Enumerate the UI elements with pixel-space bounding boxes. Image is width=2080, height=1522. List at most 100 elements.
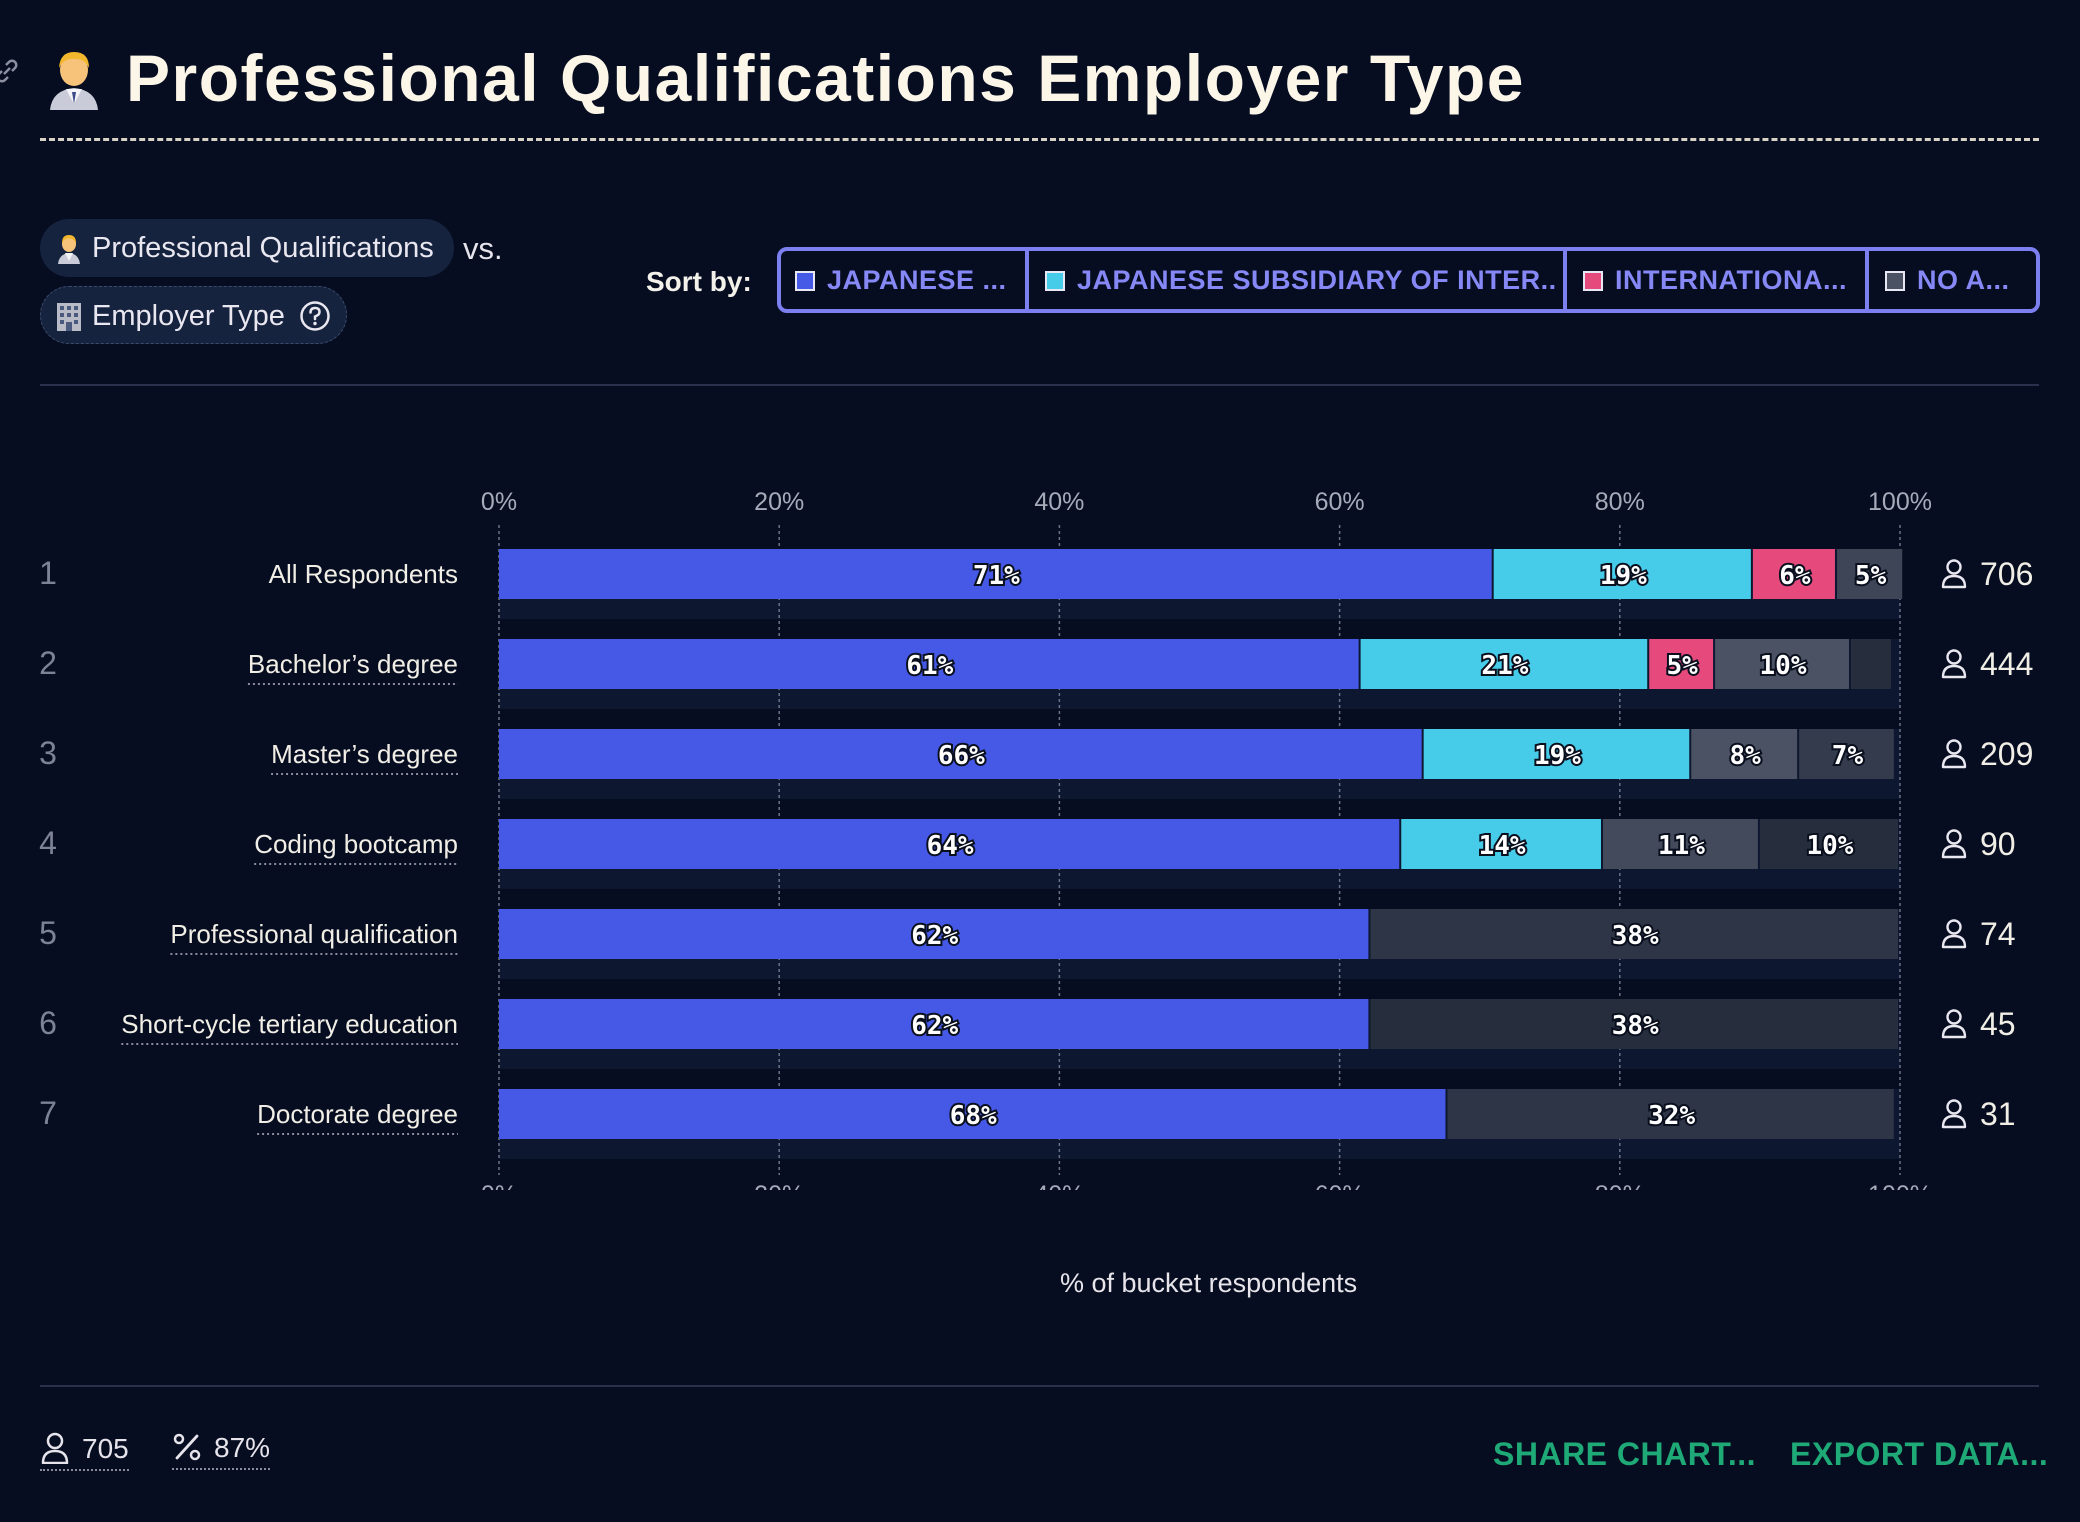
rank-number: 3 (39, 735, 57, 771)
bar-segment (1691, 729, 1798, 779)
person-icon (41, 1432, 69, 1465)
person-icon (1941, 1009, 1967, 1039)
color-swatch (795, 271, 815, 291)
sort-by-label: Sort by: (646, 266, 752, 297)
bar-segment (1447, 1089, 1894, 1139)
x-tick-label-top: 100% (1868, 488, 1932, 516)
bar-segment (1850, 639, 1891, 689)
x-tick-label-bottom: 60% (1315, 1181, 1365, 1190)
percent-icon (173, 1433, 201, 1461)
bar-segment (1799, 729, 1894, 779)
data-label: 62% (911, 1011, 958, 1041)
share-chart-button[interactable]: SHARE CHART... (1493, 1436, 1757, 1472)
sort-option-no-answer[interactable]: NO A... (1885, 251, 2025, 309)
data-label: 6% (1779, 561, 1811, 591)
respondent-count: 74 (1980, 916, 2016, 952)
vs-text: vs. (463, 231, 503, 266)
color-swatch (1583, 271, 1603, 291)
bar-segment (499, 909, 1369, 959)
x-tick-label-top: 60% (1315, 488, 1365, 516)
secondary-filter-pill[interactable]: Employer Type (40, 286, 347, 344)
respondent-count: 90 (1980, 826, 2016, 862)
category-label: Coding bootcamp (254, 829, 458, 859)
page-title: Professional Qualifications Employer Typ… (126, 41, 1525, 115)
link-icon[interactable] (0, 58, 20, 84)
respondent-count: 444 (1980, 646, 2033, 682)
bar-segment (499, 819, 1400, 869)
stacked-bar-chart: 0% 0% 20% 20% 40% 40% 60% 60% 80% 80% 100% 100% 1 All… (39, 488, 2033, 1190)
bar-segment (499, 549, 1492, 599)
bar-segment (499, 639, 1359, 689)
rank-number: 1 (39, 555, 57, 591)
data-label: 19% (1600, 561, 1647, 591)
x-tick-label-top: 40% (1034, 488, 1084, 516)
data-label: 11% (1658, 831, 1705, 861)
person-icon (1941, 649, 1967, 679)
category-label: Bachelor’s degree (248, 649, 458, 679)
person-in-suit-icon (58, 235, 80, 264)
bar-segment (1370, 999, 1898, 1049)
data-label: 66% (938, 741, 985, 771)
bar-segment (1602, 819, 1758, 869)
bar-segment (1649, 639, 1714, 689)
data-label: 14% (1479, 831, 1526, 861)
divider (1865, 251, 1869, 309)
sort-option-japanese[interactable]: JAPANESE ... (795, 251, 1021, 309)
data-label: 21% (1481, 651, 1528, 681)
data-label: 7% (1832, 741, 1864, 771)
category-label: Master’s degree (271, 739, 458, 769)
bar-segment (1759, 819, 1898, 869)
data-label: 68% (950, 1101, 997, 1131)
divider (1025, 251, 1029, 309)
person-icon (1941, 919, 1967, 949)
person-icon (1941, 1099, 1967, 1129)
data-label: 8% (1730, 741, 1762, 771)
category-label: Doctorate degree (257, 1099, 458, 1129)
data-label: 61% (906, 651, 953, 681)
sort-options: JAPANESE ... JAPANESE SUBSIDIARY OF INTE… (777, 247, 2040, 313)
respondent-count: 209 (1980, 736, 2033, 772)
color-swatch (1045, 271, 1065, 291)
x-tick-label-bottom: 0% (481, 1181, 517, 1190)
sort-option-label: JAPANESE ... (827, 265, 1007, 295)
sort-option-international[interactable]: INTERNATIONA... (1583, 251, 1867, 309)
help-icon[interactable] (299, 300, 331, 332)
data-label: 10% (1760, 651, 1807, 681)
category-label: All Respondents (269, 559, 458, 589)
x-tick-label-bottom: 80% (1595, 1181, 1645, 1190)
x-tick-label-bottom: 20% (754, 1181, 804, 1190)
person-in-suit-icon (50, 52, 98, 110)
rank-number: 6 (39, 1005, 57, 1041)
bar-segment (1360, 639, 1648, 689)
data-label: 64% (927, 831, 974, 861)
x-tick-label-top: 80% (1595, 488, 1645, 516)
data-label: 32% (1648, 1101, 1695, 1131)
respondent-count: 31 (1980, 1096, 2016, 1132)
x-tick-label-bottom: 100% (1868, 1181, 1932, 1190)
respondent-count: 45 (1980, 1006, 2016, 1042)
completion-percent[interactable]: 87% (172, 1432, 271, 1470)
bar-segment (1423, 729, 1690, 779)
sort-option-label: INTERNATIONA... (1615, 265, 1847, 295)
bar-segment (1752, 549, 1835, 599)
data-label: 19% (1534, 741, 1581, 771)
data-label: 62% (911, 921, 958, 951)
bar-segment (1836, 549, 1903, 599)
data-label: 5% (1855, 561, 1887, 591)
sort-option-label: NO A... (1917, 265, 2010, 295)
data-label: 5% (1666, 651, 1698, 681)
completion-percent-value: 87% (214, 1432, 271, 1463)
bar-segment (1401, 819, 1601, 869)
x-tick-label-bottom: 40% (1034, 1181, 1084, 1190)
respondent-count: 706 (1980, 556, 2033, 592)
x-tick-label-top: 20% (754, 488, 804, 516)
data-label: 10% (1806, 831, 1853, 861)
bar-segment (499, 1089, 1446, 1139)
color-swatch (1885, 271, 1905, 291)
total-respondents[interactable]: 705 (40, 1432, 129, 1471)
sort-option-japanese-subsidiary[interactable]: JAPANESE SUBSIDIARY OF INTER... (1045, 251, 1557, 309)
primary-filter-pill[interactable]: Professional Qualifications (40, 219, 454, 277)
divider (1563, 251, 1567, 309)
person-icon (1941, 559, 1967, 589)
export-data-button[interactable]: EXPORT DATA... (1790, 1436, 2049, 1472)
